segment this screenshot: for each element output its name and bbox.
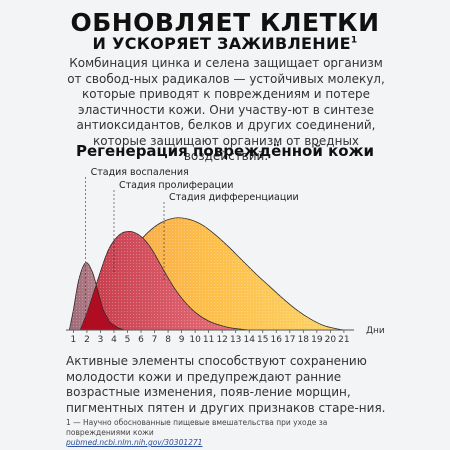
- x-tick-label: 11: [203, 335, 214, 345]
- x-tick-label: 10: [189, 335, 201, 345]
- x-tick-label: 4: [111, 335, 117, 345]
- footnote: 1 — Научно обоснованные пищевые вмешател…: [66, 418, 386, 448]
- x-tick-label: 9: [179, 335, 185, 345]
- series-texture-2: [80, 231, 250, 330]
- x-tick-label: 17: [284, 335, 295, 345]
- footnote-link[interactable]: pubmed.ncbi.nlm.nih.gov/30301271: [66, 438, 203, 447]
- x-tick-label: 1: [71, 335, 77, 345]
- x-tick-label: 12: [216, 335, 227, 345]
- x-tick-label: 16: [271, 335, 283, 345]
- footnote-ref: 1: [350, 35, 358, 46]
- x-tick-label: 6: [138, 335, 144, 345]
- page-title-line2: И УСКОРЯЕТ ЗАЖИВЛЕНИЕ1: [0, 34, 450, 53]
- x-tick-label: 5: [125, 335, 131, 345]
- intro-paragraph: Комбинация цинка и селена защищает орган…: [67, 56, 385, 163]
- x-tick-label: 8: [165, 335, 171, 345]
- annotation-label: Стадия пролиферации: [119, 180, 233, 191]
- x-tick-label: 7: [152, 335, 158, 345]
- page-title-line2-text: И УСКОРЯЕТ ЗАЖИВЛЕНИЕ: [92, 34, 351, 53]
- stage-annotations: Стадия воспаления Стадия пролиферацииСтад…: [85, 167, 299, 328]
- annotation-label: Стадия дифференциации: [169, 192, 299, 203]
- x-tick-label: 21: [338, 335, 349, 345]
- x-tick-label: 3: [98, 335, 104, 345]
- x-tick-label: 2: [84, 335, 90, 345]
- x-tick-label: 15: [257, 335, 268, 345]
- x-tick-label: 13: [230, 335, 241, 345]
- x-axis-label: Дни: [366, 326, 385, 336]
- chart-title: Регенерация повреждённой кожи: [75, 142, 375, 160]
- footnote-text: 1 — Научно обоснованные пищевые вмешател…: [66, 418, 328, 437]
- x-tick-label: 20: [325, 335, 337, 345]
- x-tick-label: 18: [298, 335, 310, 345]
- x-tick-label: 14: [243, 335, 255, 345]
- series-overlap: [79, 285, 125, 331]
- page-title-line1: ОБНОВЛЯЕТ КЛЕТКИ: [70, 8, 380, 37]
- outro-paragraph: Активные элементы способствуют сохранени…: [66, 354, 386, 415]
- x-tick-label: 19: [311, 335, 323, 345]
- series-layer: [68, 217, 344, 331]
- annotation-label: Стадия воспаления: [91, 167, 189, 178]
